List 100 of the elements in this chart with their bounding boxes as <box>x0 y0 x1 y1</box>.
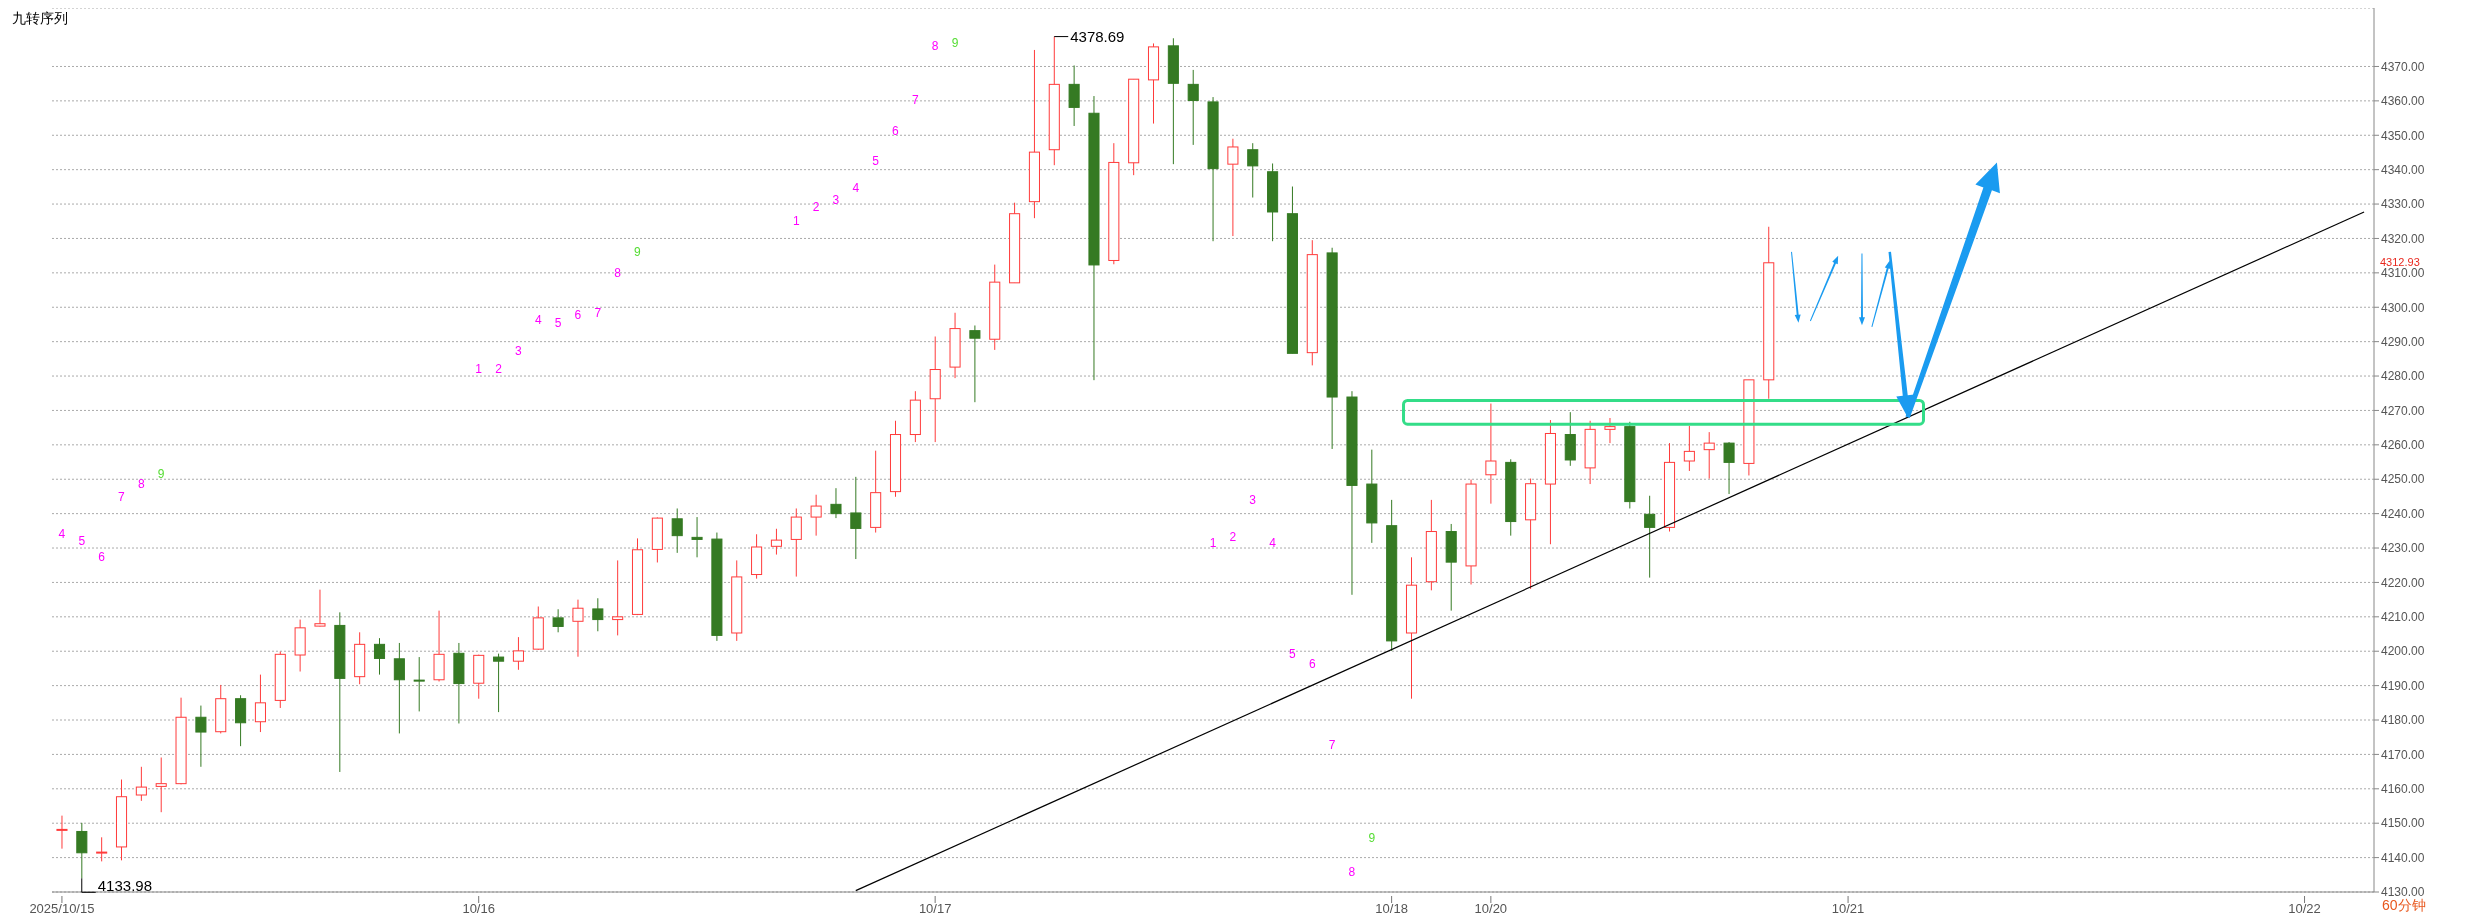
annotation: 8 <box>614 265 622 280</box>
annotation: 2 <box>812 199 820 214</box>
candlestick <box>1683 425 1695 472</box>
x-tick-label: 10/22 <box>2288 901 2321 916</box>
y-tick-label: 4220.00 <box>2381 575 2425 590</box>
annotation: 5 <box>78 534 86 549</box>
annotation: 3 <box>832 193 840 208</box>
x-tick-label: 10/20 <box>1474 901 1508 916</box>
y-tick-label: 4150.00 <box>2381 816 2425 831</box>
y-tick-label: 4250.00 <box>2381 472 2425 487</box>
y-tick-label: 4130.00 <box>2381 885 2425 900</box>
x-tick-label: 10/17 <box>918 901 952 916</box>
y-tick-label: 4360.00 <box>2381 94 2425 109</box>
annotation: 5 <box>1289 647 1297 662</box>
y-tick-label: 4270.00 <box>2381 403 2425 418</box>
annotation: 6 <box>98 550 106 565</box>
annotation: 2 <box>495 361 503 376</box>
y-tick-label: 4320.00 <box>2381 231 2425 246</box>
annotation: 1 <box>1209 535 1217 550</box>
annotation: 6 <box>1308 656 1316 671</box>
candlestick <box>135 766 147 802</box>
annotation: 3 <box>515 343 523 358</box>
candlestick <box>76 822 88 879</box>
candlestick <box>393 642 405 734</box>
candlestick <box>373 637 386 676</box>
candlestick <box>572 599 584 658</box>
annotation: 2 <box>1229 530 1237 545</box>
y-tick-label: 4330.00 <box>2381 197 2425 212</box>
y-tick-label: 4190.00 <box>2381 678 2425 693</box>
y-tick-label: 4180.00 <box>2381 713 2425 728</box>
x-tick-label: 10/21 <box>1831 901 1865 916</box>
annotation: 1 <box>475 361 483 376</box>
candlestick <box>969 324 981 403</box>
annotation: 7 <box>118 489 126 504</box>
candlestick <box>96 836 108 862</box>
candlestick <box>1604 417 1616 444</box>
candlestick <box>56 815 68 850</box>
y-tick-label: 4370.00 <box>2381 59 2425 74</box>
annotation: 4 <box>852 180 860 195</box>
candlestick <box>1485 403 1497 505</box>
candlestick <box>493 653 505 713</box>
y-tick-label: 4340.00 <box>2381 162 2425 177</box>
annotation: 9 <box>157 467 165 482</box>
candlestick <box>612 559 624 636</box>
annotation: 4 <box>534 313 542 328</box>
candlestick <box>671 507 683 554</box>
candlestick <box>1187 69 1199 146</box>
candlestick <box>592 597 604 632</box>
annotation: 3 <box>1249 492 1257 507</box>
candlestick <box>1227 138 1239 237</box>
candlestick <box>770 528 782 556</box>
candlestick <box>195 705 207 768</box>
annotation: 8 <box>137 476 145 491</box>
y-tick-label: 4170.00 <box>2381 747 2425 762</box>
candlestick <box>413 656 425 712</box>
y-tick-label: 4210.00 <box>2381 610 2425 625</box>
y-tick-label: 4140.00 <box>2381 850 2425 865</box>
candlestick <box>1644 495 1656 579</box>
y-tick-label: 4160.00 <box>2381 782 2425 797</box>
y-tick-label: 4240.00 <box>2381 506 2425 521</box>
candlestick <box>1068 64 1080 127</box>
annotation: 1 <box>792 214 800 229</box>
y-tick-label: 4200.00 <box>2381 644 2425 659</box>
x-tick-label: 10/18 <box>1375 901 1408 916</box>
chart-title: 九转序列 <box>12 10 68 26</box>
candlestick <box>512 636 524 671</box>
candlestick <box>790 507 802 578</box>
annotation: 6 <box>892 124 900 139</box>
annotation: 8 <box>1348 864 1356 879</box>
candlestick <box>830 487 842 519</box>
y-tick-label: 4310.00 <box>2381 266 2425 281</box>
y-tick-label: 4350.00 <box>2381 128 2425 143</box>
candlestick <box>1703 431 1715 480</box>
candlestick <box>552 608 564 633</box>
candlestick <box>155 757 167 813</box>
annotation: 5 <box>872 154 880 169</box>
annotation: 9 <box>1368 831 1376 846</box>
candlestick <box>254 674 266 733</box>
annotation: 9 <box>951 36 959 51</box>
y-tick-label: 4260.00 <box>2381 438 2425 453</box>
candlestick <box>850 476 862 560</box>
annotation: 4378.69 <box>1070 27 1125 45</box>
annotation: 7 <box>911 93 919 108</box>
annotation: 4 <box>58 527 66 542</box>
y-tick-label: 4280.00 <box>2381 369 2425 384</box>
candlestick <box>810 494 822 537</box>
y-tick-label: 4300.00 <box>2381 300 2425 315</box>
y-tick-label: 4230.00 <box>2381 541 2425 556</box>
text: 4312.93 <box>2380 255 2420 268</box>
text: 60分钟 <box>2382 897 2426 913</box>
annotation: 7 <box>594 306 602 321</box>
annotation: 6 <box>574 308 582 323</box>
x-tick-label: 2025/10/15 <box>29 901 95 916</box>
candlestick <box>314 589 326 627</box>
candlestick <box>1247 142 1259 199</box>
candlestick <box>691 516 703 558</box>
candlestick <box>1723 441 1735 495</box>
annotation: 5 <box>554 315 562 330</box>
annotation: 7 <box>1328 738 1336 753</box>
x-tick-label: 10/16 <box>462 901 495 916</box>
